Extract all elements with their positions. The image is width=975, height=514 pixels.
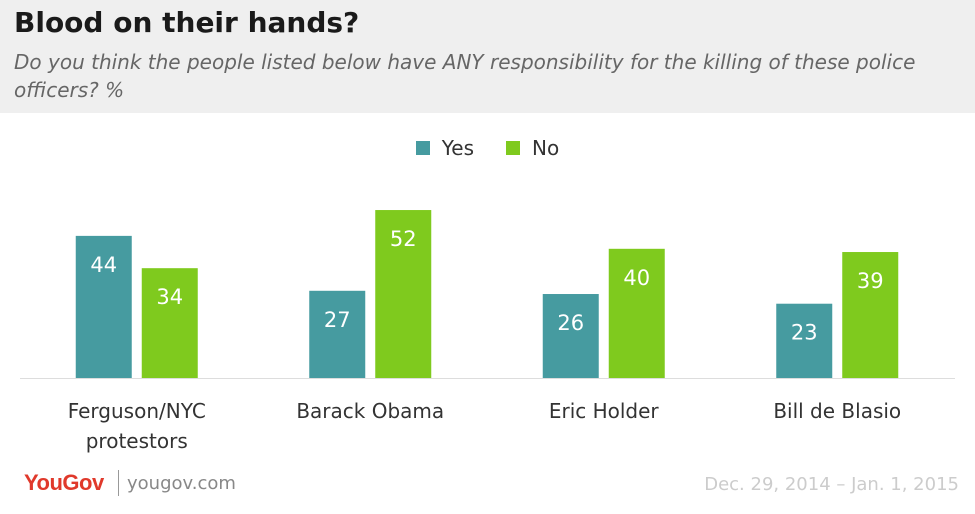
bar-chart: 44 34 Ferguson/NYC protestors 27 52 Barack Oba…: [20, 210, 955, 453]
footer-divider: [118, 470, 119, 496]
legend-label-no: No: [532, 136, 560, 160]
category-label-3-line-0: Bill de Blasio: [773, 399, 901, 423]
legend-swatch-yes: [415, 141, 430, 155]
bar-no-2: [608, 248, 665, 378]
chart-legend: Yes No: [0, 134, 975, 162]
bar-no-1: [375, 210, 432, 378]
chart-title: Blood on their hands?: [14, 6, 360, 39]
value-label-yes-3: 23: [791, 321, 818, 345]
chart-subtitle: Do you think the people listed below hav…: [14, 50, 916, 102]
category-label-1-line-0: Barack Obama: [296, 399, 444, 423]
bar-no-0: [141, 268, 198, 378]
category-label-0-line-0: Ferguson/NYC: [68, 399, 206, 423]
survey-date: Dec. 29, 2014 – Jan. 1, 2015: [704, 474, 959, 495]
legend-swatch-no: [506, 141, 521, 155]
legend-item-no: No: [506, 134, 559, 162]
bar-yes-0: [75, 235, 132, 378]
legend-label-yes: Yes: [441, 136, 475, 160]
bar-yes-3: [776, 303, 833, 378]
bar-no-3: [842, 252, 899, 378]
category-label-0-line-1: protestors: [86, 429, 188, 453]
value-label-no-2: 40: [623, 266, 650, 290]
value-label-yes-2: 26: [557, 311, 584, 335]
value-label-yes-1: 27: [324, 308, 351, 332]
bar-yes-1: [309, 290, 366, 378]
bar-yes-2: [542, 294, 599, 378]
value-label-no-3: 39: [857, 269, 884, 293]
legend-item-yes: Yes: [415, 134, 475, 162]
chart-header: Blood on their hands? Do you think the p…: [0, 0, 975, 113]
value-label-no-1: 52: [390, 227, 417, 251]
footer-site-link[interactable]: yougov.com: [127, 473, 236, 494]
value-label-no-0: 34: [156, 285, 183, 309]
category-label-2-line-0: Eric Holder: [549, 399, 660, 423]
yougov-logo: YouGov: [24, 470, 104, 495]
value-label-yes-0: 44: [90, 253, 117, 277]
